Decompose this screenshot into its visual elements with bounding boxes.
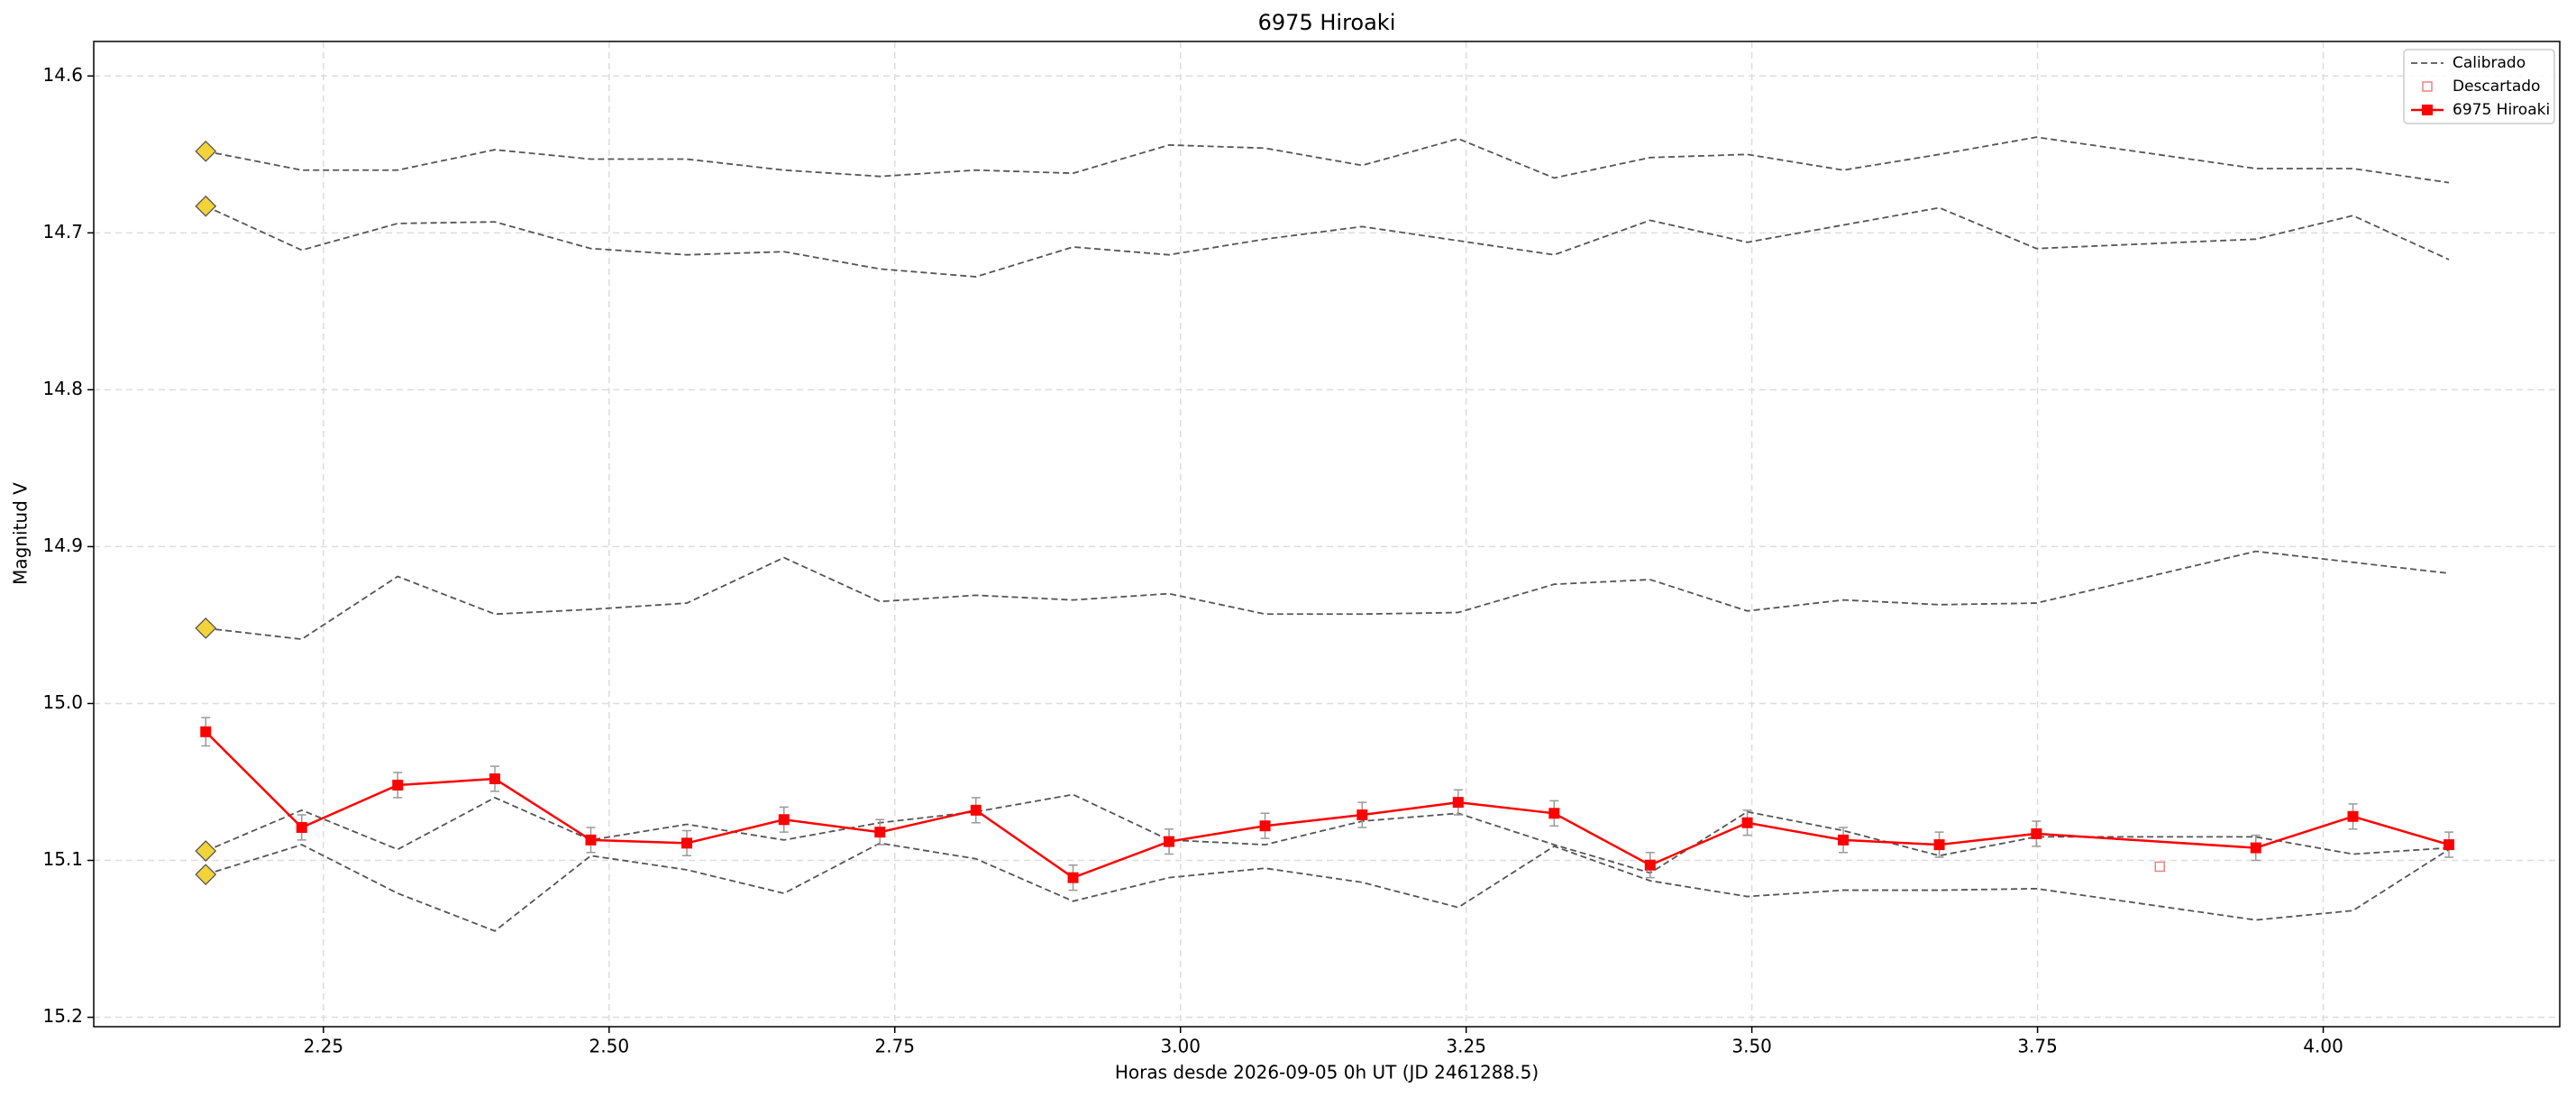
target-point [489, 773, 501, 785]
calibrated-line [205, 793, 2450, 874]
y-tick-label: 14.7 [42, 221, 83, 242]
target-point [1259, 820, 1271, 832]
target-point [1164, 836, 1175, 847]
y-tick-label: 15.0 [42, 691, 83, 713]
target-point [392, 779, 404, 791]
plot-frame [93, 41, 2561, 1028]
x-tick-label: 4.00 [2303, 1036, 2343, 1057]
target-point [2250, 842, 2261, 854]
x-tick-label: 2.50 [589, 1036, 630, 1057]
target-point [1933, 839, 1945, 851]
x-axis-label: Horas desde 2026-09-05 0h UT (JD 2461288… [1115, 1062, 1539, 1083]
target-point [1838, 834, 1850, 846]
target-point [2347, 810, 2359, 822]
start-marker [195, 140, 217, 162]
y-tick-label: 15.1 [42, 848, 83, 870]
y-tick-label: 14.6 [42, 64, 83, 86]
target-point [1741, 817, 1753, 828]
target-point [585, 834, 597, 846]
calibrated-line [205, 842, 2450, 932]
legend-swatch [2422, 81, 2433, 92]
x-tick-label: 3.00 [1160, 1036, 1201, 1057]
discarded-point [2154, 861, 2166, 873]
calibrated-line [206, 136, 2450, 184]
target-point [296, 821, 307, 833]
x-tick-label: 2.75 [874, 1036, 915, 1057]
start-marker [195, 864, 217, 886]
target-point [1644, 859, 1656, 871]
target-point [970, 804, 982, 816]
target-point [2444, 839, 2455, 851]
calibrated-line [206, 550, 2450, 641]
y-tick-label: 14.9 [42, 535, 83, 556]
target-point [1067, 872, 1079, 883]
legend: Calibrado Descartado 6975 Hiroaki [2403, 49, 2555, 124]
target-point [874, 827, 886, 838]
legend-label: Calibrado [2453, 54, 2526, 72]
start-marker [195, 195, 217, 217]
y-tick-label: 15.2 [42, 1005, 83, 1027]
start-marker [195, 617, 217, 639]
target-point [200, 726, 212, 737]
chart-title: 6975 Hiroaki [1258, 10, 1396, 35]
y-tick-label: 14.8 [42, 378, 83, 399]
target-point [1357, 809, 1368, 821]
target-point [1452, 797, 1464, 809]
legend-swatch [2422, 105, 2433, 115]
x-tick-label: 3.75 [2017, 1036, 2058, 1057]
legend-label: Descartado [2453, 78, 2540, 96]
target-line [205, 730, 2450, 880]
start-marker [195, 840, 217, 862]
x-tick-label: 2.25 [304, 1036, 344, 1057]
x-tick-label: 3.50 [1731, 1036, 1772, 1057]
calibrated-line [205, 205, 2450, 278]
target-point [1548, 808, 1560, 819]
target-point [2031, 827, 2042, 839]
legend-box [2403, 49, 2555, 124]
target-point [681, 837, 693, 849]
legend-label: 6975 Hiroaki [2453, 101, 2550, 119]
y-axis-label: Magnitud V [10, 482, 32, 585]
x-tick-label: 3.25 [1446, 1036, 1486, 1057]
target-point [778, 814, 790, 826]
